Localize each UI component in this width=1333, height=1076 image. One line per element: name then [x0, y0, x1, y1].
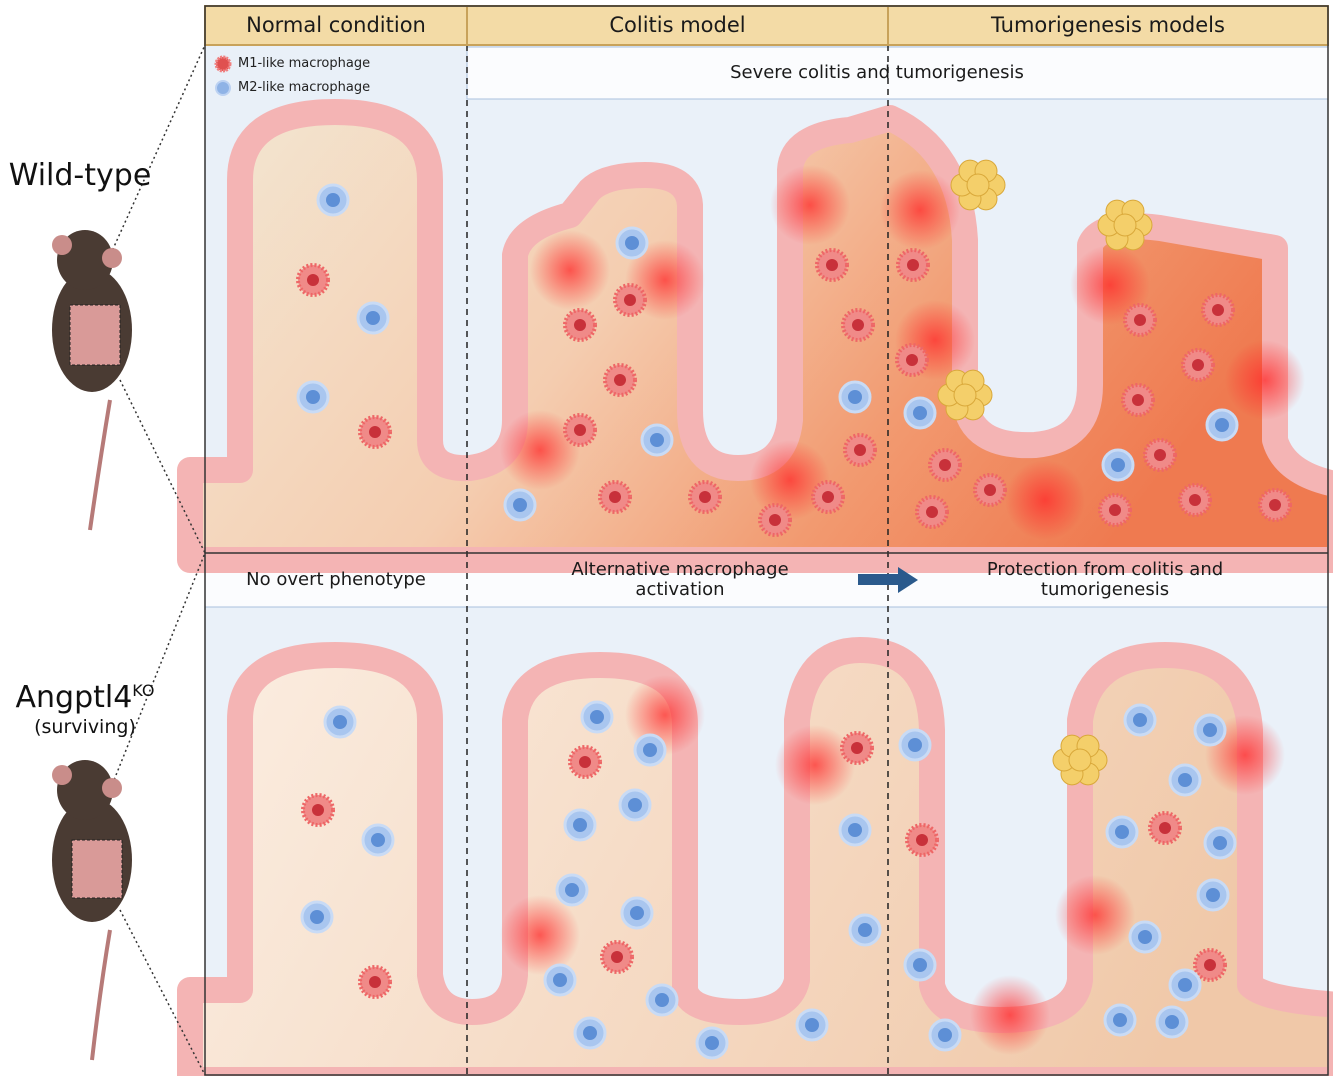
m1-macrophage-icon [214, 55, 232, 73]
wt-banner-bg [466, 46, 1329, 100]
column-header-colitis: Colitis model [609, 13, 746, 37]
knockout-superscript: KO [132, 681, 155, 700]
wt-banner-text: Severe colitis and tumorigenesis [730, 62, 1024, 83]
inflammation-focus [500, 895, 580, 975]
arrow-icon [858, 567, 918, 593]
legend-m2-label: M2-like macrophage [238, 80, 371, 95]
inflammation-focus [750, 440, 830, 520]
m2-macrophage-icon [215, 80, 231, 96]
inflammation-focus [1055, 875, 1135, 955]
header-bar [204, 5, 1329, 46]
figure-border [204, 5, 1329, 1076]
mouse-wildtype-icon [52, 230, 132, 531]
wildtype-label: Wild-type [8, 158, 152, 193]
column-header-normal: Normal condition [246, 13, 426, 37]
ko-tissue [177, 637, 1333, 1076]
legend-m1-label: M1-like macrophage [238, 56, 371, 71]
knockout-gene-name: Angptl4 [15, 680, 133, 715]
inflammation-focus [530, 230, 610, 310]
inflammation-focus [970, 975, 1050, 1055]
knockout-label: Angptl4KO [0, 680, 170, 715]
inflammation-focus [1225, 340, 1305, 420]
inflammation-focus [775, 725, 855, 805]
inflammation-focus [1005, 460, 1085, 540]
column-header-tumorigenesis: Tumorigenesis models [991, 13, 1225, 37]
knockout-sublabel: (surviving) [34, 716, 136, 738]
mouse-knockout-icon [52, 760, 132, 1061]
inflammation-focus [1070, 245, 1150, 325]
wt-tissue [177, 99, 1333, 573]
inflammation-focus [500, 410, 580, 490]
inflammation-focus [770, 165, 850, 245]
ko-colitis-text: Alternative macrophage activation [571, 559, 789, 600]
ko-tumor-text: Protection from colitis and tumorigenesi… [986, 559, 1224, 600]
inflammation-focus [880, 170, 960, 250]
ko-normal-text: No overt phenotype [246, 569, 426, 590]
